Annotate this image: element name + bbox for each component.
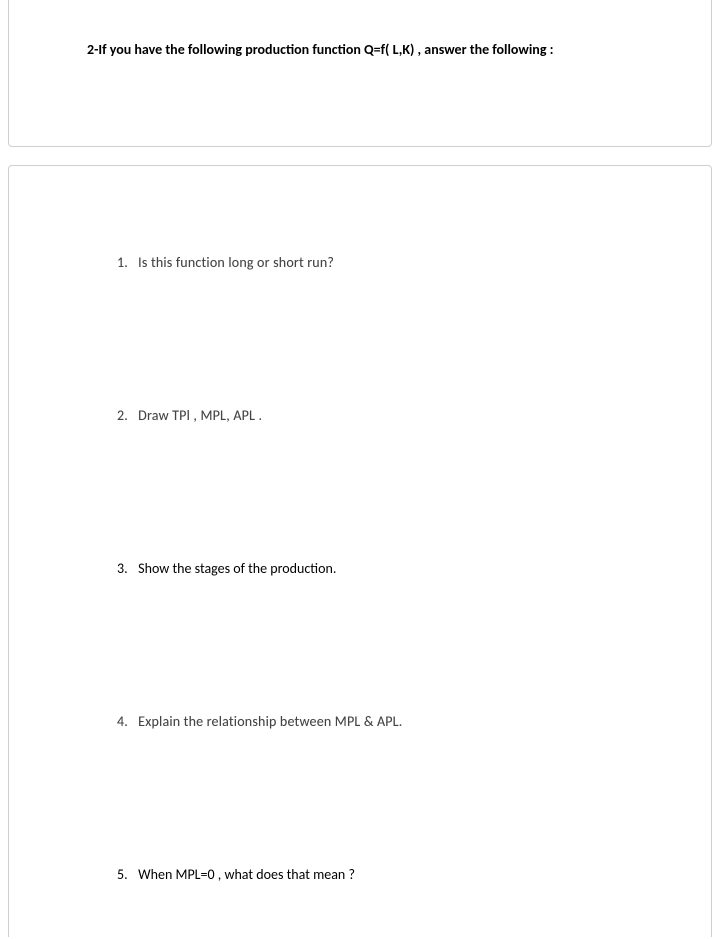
item-text: When MPL=0 , what does that mean ?: [138, 866, 355, 883]
item-text: Is this function long or short run?: [138, 254, 334, 271]
item-text: Explain the relationship between MPL & A…: [138, 713, 402, 730]
item-number: 4.: [117, 713, 135, 730]
question-card-top: 2-If you have the following production f…: [8, 0, 712, 147]
question-item: 3. Show the stages of the production.: [117, 560, 633, 577]
item-number: 1.: [117, 254, 135, 271]
question-list: 1. Is this function long or short run? 2…: [117, 254, 633, 883]
item-text: Show the stages of the production.: [138, 560, 336, 577]
main-question-text: 2-If you have the following production f…: [87, 40, 633, 60]
item-text: Draw TPl , MPL, APL .: [138, 407, 262, 424]
item-number: 2.: [117, 407, 135, 424]
question-item: 4. Explain the relationship between MPL …: [117, 713, 633, 730]
question-item: 2. Draw TPl , MPL, APL .: [117, 407, 633, 424]
question-card-bottom: 1. Is this function long or short run? 2…: [8, 165, 712, 937]
item-number: 3.: [117, 560, 135, 577]
item-number: 5.: [117, 866, 135, 883]
question-item: 1. Is this function long or short run?: [117, 254, 633, 271]
question-item: 5. When MPL=0 , what does that mean ?: [117, 866, 633, 883]
